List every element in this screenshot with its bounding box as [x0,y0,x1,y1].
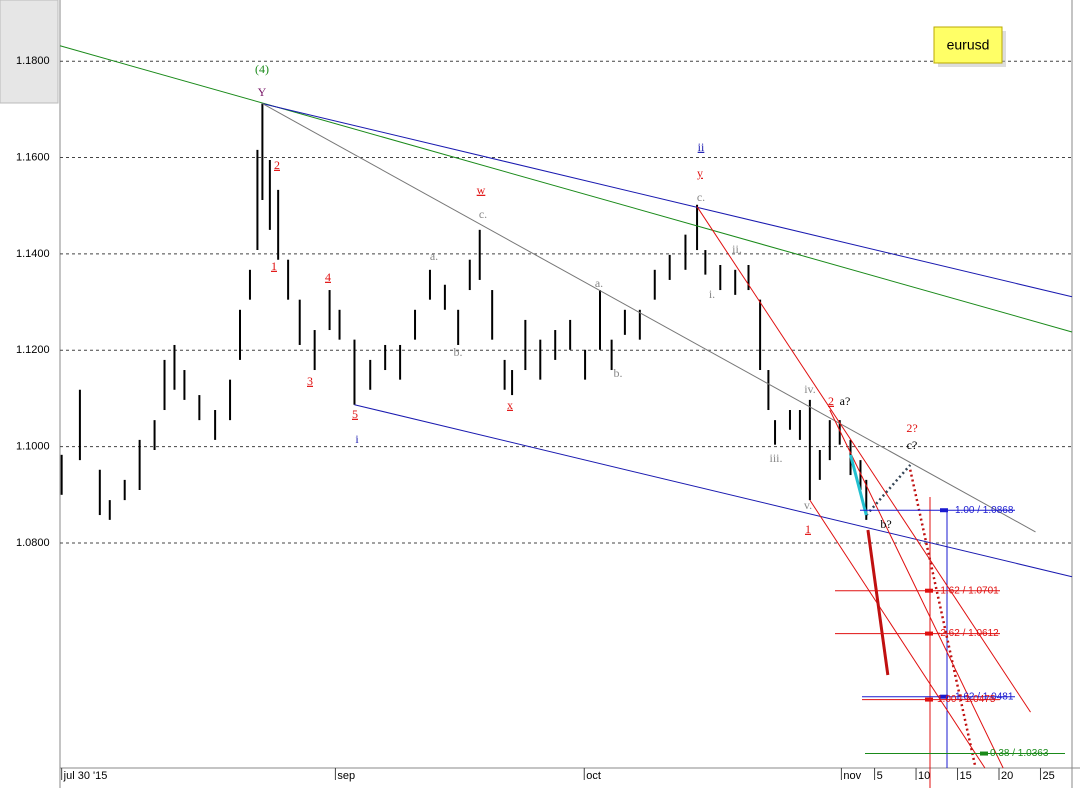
chart-title: eurusd [947,37,990,53]
fib-marker [925,588,933,593]
fib-label: 1.00 / 1.0475 [937,694,996,705]
wave-label: y [697,166,703,180]
wave-label: i [355,432,359,446]
wave-label: c? [907,438,918,452]
y-tick-label: 1.1000 [16,441,50,453]
y-tick-label: 1.1200 [16,344,50,356]
wave-label: c. [479,207,487,221]
trend-line [849,454,868,516]
symbol-box [933,26,1003,64]
fib-marker [940,694,948,699]
wave-label: a? [840,394,851,408]
wave-label: w [477,183,486,197]
trend-line [909,469,977,766]
y-tick-label: 1.1800 [16,55,50,67]
wave-label: x [507,398,513,412]
wave-label: b. [454,345,463,359]
trend-line [865,464,912,516]
x-tick-label: 10 [918,770,930,782]
trend-line [866,529,890,676]
plot-area: 1.1800 1.1600 1.1400 1.1200 1.1000 1.0800 jul … [16,45,1073,782]
wave-label: 2 [274,158,280,172]
wave-label: i. [709,287,715,301]
x-tick-label: 15 [960,770,972,782]
wave-label: a. [595,276,603,290]
wave-label: iv. [804,382,816,396]
wave-label: b? [880,517,891,531]
fib-label: -1.62 / 1.0701 [937,585,999,596]
trend-line [262,103,1073,298]
wave-label: 2? [906,421,917,435]
wave-label: 5 [352,407,358,421]
y-tick-label: 1.0800 [16,537,50,549]
fib-label: -2.62 / 1.0612 [937,628,999,639]
wave-label: 3 [307,374,313,388]
wave-label: 2 [828,394,834,408]
trend-line [696,206,1031,713]
trend-line [354,404,1073,578]
x-tick-label: 25 [1042,770,1054,782]
fib-label: 0.38 / 1.0363 [990,748,1049,759]
wave-label: (4) [255,62,269,76]
wave-label: ii [698,140,705,154]
wave-label: b. [614,366,623,380]
x-tick-label: oct [586,770,601,782]
trend-line [59,45,1073,333]
x-tick-label: sep [337,770,355,782]
x-tick-label: 5 [877,770,883,782]
fib-marker [940,508,948,513]
fib-label: 1.62 / 1.0481 [955,691,1014,702]
fib-marker [925,631,933,636]
x-tick-label: 20 [1001,770,1013,782]
x-tick-label: jul 30 '15 [63,770,108,782]
trend-line [829,409,1004,769]
fib-marker [980,751,988,756]
wave-label: a. [430,249,438,263]
wave-label: v. [804,498,812,512]
wave-label: 1 [805,522,811,536]
x-tick-label: nov [843,770,861,782]
fib-marker [925,697,933,702]
fib-label: 1.00 / 1.0868 [955,505,1014,516]
trend-line [262,103,1036,533]
axis-highlight [0,0,59,104]
wave-label: Y [258,85,267,99]
y-tick-label: 1.1600 [16,151,50,163]
wave-label: c. [697,190,705,204]
wave-label: 4 [325,270,331,284]
wave-label: iii. [769,451,782,465]
y-tick-label: 1.1400 [16,248,50,260]
wave-label: 1 [271,259,277,273]
wave-label: ii. [732,242,742,256]
